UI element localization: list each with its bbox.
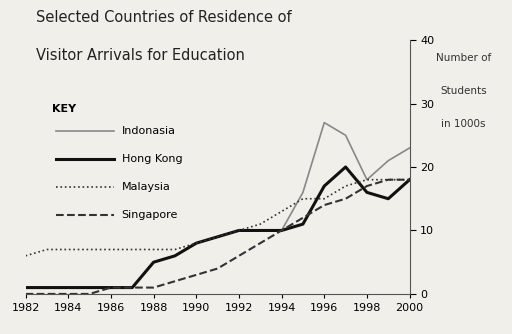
Text: in 1000s: in 1000s bbox=[441, 119, 485, 129]
Text: Hong Kong: Hong Kong bbox=[122, 154, 182, 164]
Text: Students: Students bbox=[440, 86, 487, 96]
Text: Indonasia: Indonasia bbox=[122, 127, 176, 137]
Text: KEY: KEY bbox=[53, 104, 77, 114]
Text: Selected Countries of Residence of: Selected Countries of Residence of bbox=[36, 10, 291, 25]
Text: Malaysia: Malaysia bbox=[122, 182, 170, 192]
Text: Visitor Arrivals for Education: Visitor Arrivals for Education bbox=[36, 48, 245, 63]
Text: Number of: Number of bbox=[436, 53, 491, 63]
Text: Singapore: Singapore bbox=[122, 210, 178, 220]
